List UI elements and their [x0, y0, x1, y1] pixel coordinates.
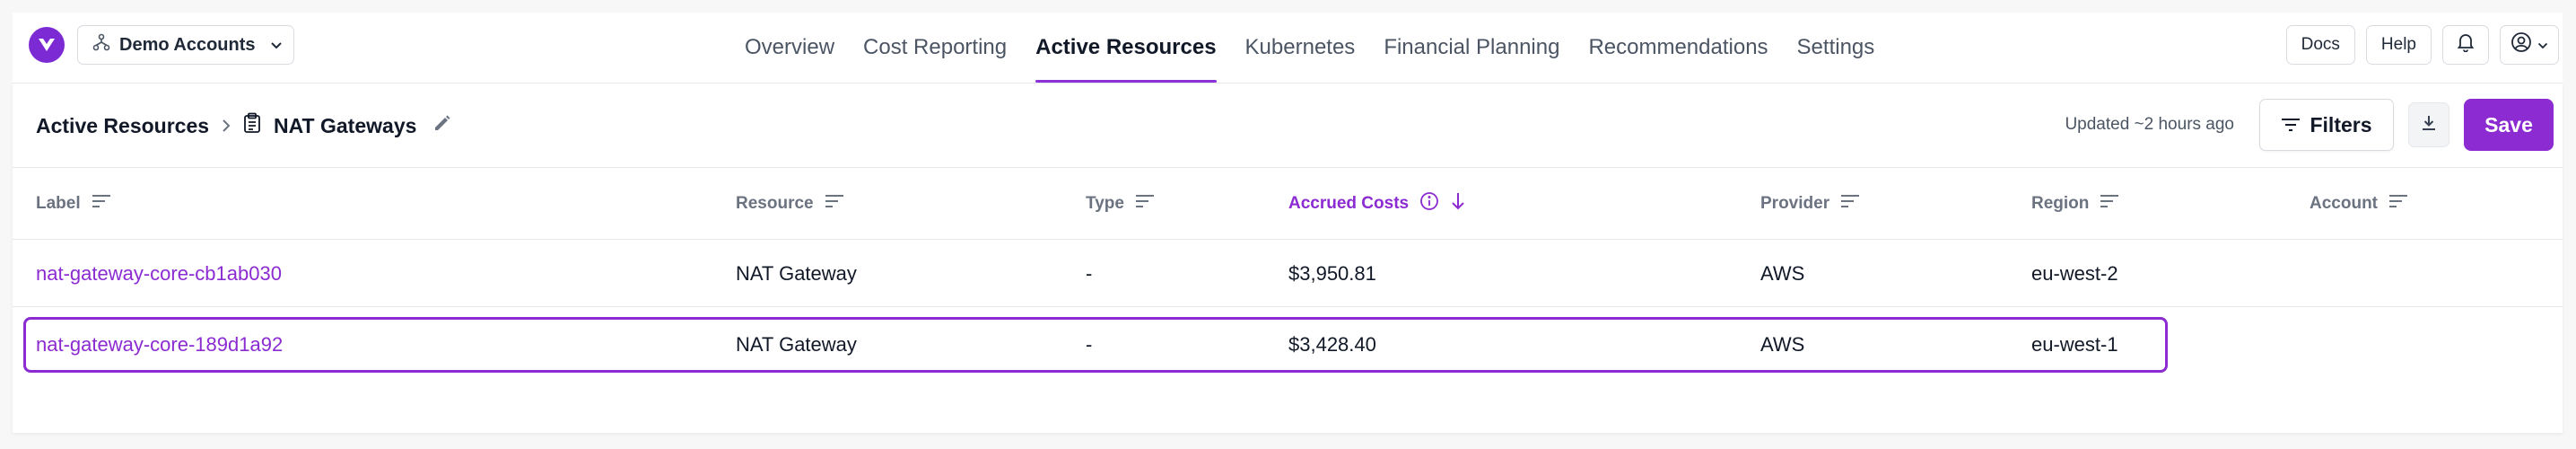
accrued-costs-cell: $3,428.40: [1288, 333, 1376, 356]
tab-active-resources[interactable]: Active Resources: [1021, 13, 1230, 83]
column-label-text: Account: [2310, 194, 2378, 213]
breadcrumb-current: NAT Gateways: [274, 113, 417, 137]
table-row[interactable]: nat-gateway-core-cb1ab030 NAT Gateway - …: [13, 241, 2563, 307]
table-row[interactable]: nat-gateway-core-189d1a92 NAT Gateway - …: [13, 312, 2563, 378]
sort-lines-icon: [1840, 194, 1860, 214]
page-header: Active Resources NAT Gateways Updated ~2…: [13, 84, 2563, 168]
region-cell: eu-west-2: [2031, 262, 2118, 285]
type-cell: -: [1086, 333, 1093, 356]
resource-cell: NAT Gateway: [736, 262, 857, 285]
column-header-type[interactable]: Type: [1086, 168, 1155, 240]
arrow-down-sort-icon: [1450, 191, 1466, 216]
filters-label: Filters: [2310, 112, 2372, 136]
filters-button[interactable]: Filters: [2259, 99, 2394, 151]
tab-kubernetes[interactable]: Kubernetes: [1244, 35, 1356, 59]
accounts-tree-icon: [92, 33, 110, 57]
sort-lines-icon: [92, 194, 111, 214]
column-label-text: Label: [36, 194, 81, 213]
page-header-actions: Updated ~2 hours ago Filters Save: [2065, 99, 2554, 151]
top-navigation-bar: Demo Accounts Overview Cost Reporting Ac…: [13, 13, 2563, 83]
column-label-text: Resource: [736, 194, 814, 213]
user-menu-button[interactable]: [2500, 25, 2559, 65]
column-label-text: Accrued Costs: [1288, 194, 1410, 213]
bell-icon: [2457, 32, 2475, 57]
table-header: Label Resource Type Accrued Costs Provid…: [13, 168, 2563, 240]
account-switcher-button[interactable]: Demo Accounts: [77, 25, 294, 65]
tab-overview[interactable]: Overview: [745, 35, 835, 59]
docs-button[interactable]: Docs: [2285, 25, 2355, 65]
column-header-resource[interactable]: Resource: [736, 168, 844, 240]
provider-cell: AWS: [1760, 333, 1805, 356]
sort-lines-icon: [2388, 194, 2408, 214]
resources-card: Active Resources NAT Gateways Updated ~2…: [13, 83, 2563, 433]
brand-logo-icon[interactable]: [29, 27, 65, 63]
user-avatar-icon: [2511, 31, 2532, 58]
column-label-text: Type: [1086, 194, 1124, 213]
region-cell: eu-west-1: [2031, 333, 2118, 356]
sort-lines-icon: [2100, 194, 2119, 214]
sort-lines-icon: [825, 194, 844, 214]
help-button[interactable]: Help: [2365, 25, 2432, 65]
save-button[interactable]: Save: [2464, 99, 2554, 151]
column-header-region[interactable]: Region: [2031, 168, 2119, 240]
last-updated-text: Updated ~2 hours ago: [2065, 115, 2234, 134]
column-header-label[interactable]: Label: [36, 168, 111, 240]
resource-label-link[interactable]: nat-gateway-core-189d1a92: [36, 333, 284, 356]
download-button[interactable]: [2408, 102, 2449, 147]
provider-cell: AWS: [1760, 262, 1805, 285]
chevron-down-icon: [2537, 35, 2548, 55]
resource-cell: NAT Gateway: [736, 333, 857, 356]
column-header-accrued-costs[interactable]: Accrued Costs: [1288, 168, 1466, 240]
type-cell: -: [1086, 262, 1093, 285]
download-icon: [2421, 114, 2437, 136]
column-header-account[interactable]: Account: [2310, 168, 2408, 240]
account-switcher-label: Demo Accounts: [119, 34, 256, 55]
main-nav-tabs: Overview Cost Reporting Active Resources…: [730, 13, 1889, 83]
accrued-costs-cell: $3,950.81: [1288, 262, 1376, 285]
header-tools: Docs Help: [2285, 25, 2563, 65]
tab-recommendations[interactable]: Recommendations: [1588, 35, 1768, 59]
sort-lines-icon: [1135, 194, 1155, 214]
column-label-text: Provider: [1760, 194, 1830, 213]
tab-settings[interactable]: Settings: [1796, 35, 1875, 59]
column-header-provider[interactable]: Provider: [1760, 168, 1860, 240]
tab-financial-planning[interactable]: Financial Planning: [1384, 35, 1560, 59]
pencil-edit-icon[interactable]: [432, 113, 452, 138]
clipboard-icon: [243, 112, 261, 139]
tab-cost-reporting[interactable]: Cost Reporting: [863, 35, 1008, 59]
breadcrumb: Active Resources NAT Gateways: [36, 84, 452, 168]
breadcrumb-root[interactable]: Active Resources: [36, 113, 210, 137]
filter-lines-icon: [2281, 113, 2301, 137]
chevron-right-icon: [222, 114, 231, 138]
resource-label-link[interactable]: nat-gateway-core-cb1ab030: [36, 262, 282, 285]
info-circle-icon[interactable]: [1419, 191, 1439, 216]
notifications-button[interactable]: [2442, 25, 2489, 65]
column-label-text: Region: [2031, 194, 2090, 213]
chevron-down-icon: [270, 35, 283, 56]
